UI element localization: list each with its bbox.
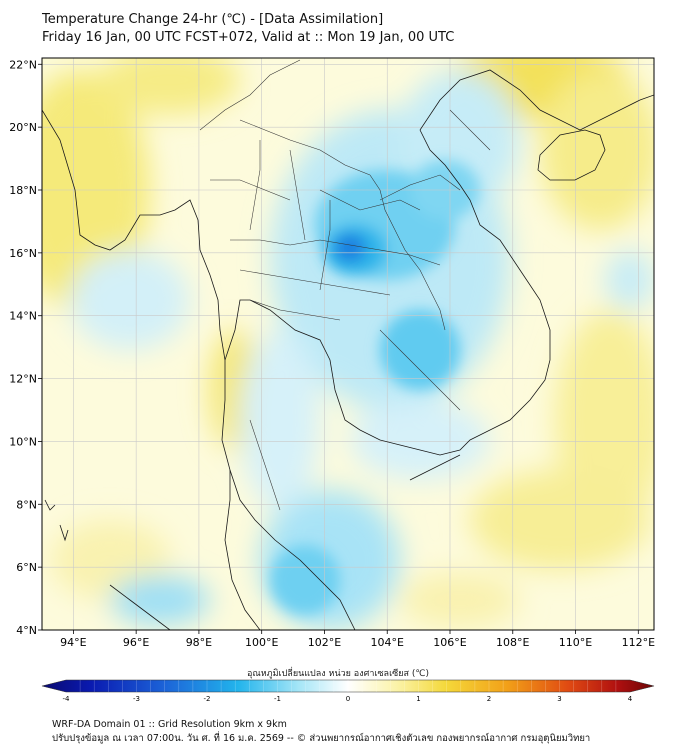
colorbar-tick-label: -2 (204, 695, 211, 703)
lon-tick-label: 108°E (496, 636, 529, 649)
province-borders (199, 59, 491, 511)
colorbar-bar (41, 679, 655, 693)
lat-tick-label: 22°N (9, 58, 37, 71)
colorbar-tick-label: 3 (557, 695, 561, 703)
lat-tick-label: 12°N (9, 373, 37, 386)
lat-tick-label: 10°N (9, 435, 37, 448)
colorbar-ticks: -4 -3 -2 -1 0 1 2 3 4 (63, 695, 633, 703)
lon-tick-label: 112°E (622, 636, 655, 649)
lat-tick-label: 14°N (9, 310, 37, 323)
colorbar-tick-label: -4 (63, 695, 71, 703)
lon-tick-label: 94°E (60, 636, 86, 649)
temperature-field (42, 58, 654, 630)
lat-tick-label: 4°N (16, 624, 37, 637)
lat-tick-label: 20°N (9, 121, 37, 134)
footer-line-1: WRF-DA Domain 01 :: Grid Resolution 9km … (52, 719, 287, 730)
map-frame (41, 57, 655, 631)
colorbar-tick-label: -3 (133, 695, 140, 703)
footer-line-2: ปรับปรุงข้อมูล ณ เวลา 07:00น. วัน ศ. ที่… (52, 733, 591, 744)
lon-tick-label: 106°E (433, 636, 466, 649)
colorbar-tick-label: 2 (487, 695, 491, 703)
map-title: Temperature Change 24-hr (℃) - [Data Ass… (42, 11, 454, 47)
title-line-1: Temperature Change 24-hr (℃) - [Data Ass… (42, 12, 384, 27)
lat-tick-label: 6°N (16, 561, 37, 574)
colorbar-label: อุณหภูมิเปลี่ยนแปลง หน่วย องศาเซลเซียส (… (246, 669, 430, 679)
title-line-2: Friday 16 Jan, 00 UTC FCST+072, Valid at… (42, 30, 455, 45)
colorbar-tick-label: 4 (628, 695, 633, 703)
lon-tick-label: 110°E (559, 636, 592, 649)
colorbar-tick-label: 1 (416, 695, 420, 703)
graticule (42, 58, 654, 631)
lat-tick-label: 18°N (9, 184, 37, 197)
lon-tick-label: 98°E (186, 636, 212, 649)
lon-tick-label: 102°E (308, 636, 341, 649)
colorbar: -4 -3 -2 -1 0 1 2 3 4 (41, 679, 655, 703)
lon-tick-label: 104°E (371, 636, 404, 649)
lat-tick-label: 8°N (16, 498, 37, 511)
footer: WRF-DA Domain 01 :: Grid Resolution 9km … (52, 718, 590, 746)
lat-axis: 22°N 20°N 18°N 16°N 14°N 12°N 10°N 8°N 6°N 4°N (9, 58, 42, 637)
lat-tick-label: 16°N (9, 247, 37, 260)
lon-tick-label: 96°E (123, 636, 149, 649)
lon-axis: 94°E 96°E 98°E 100°E 102°E 104°E 106°E 108°E 110… (60, 630, 655, 649)
colorbar-tick-label: -1 (274, 695, 281, 703)
lon-tick-label: 100°E (245, 636, 278, 649)
colorbar-tick-label: 0 (346, 695, 350, 703)
coastlines (42, 69, 654, 630)
